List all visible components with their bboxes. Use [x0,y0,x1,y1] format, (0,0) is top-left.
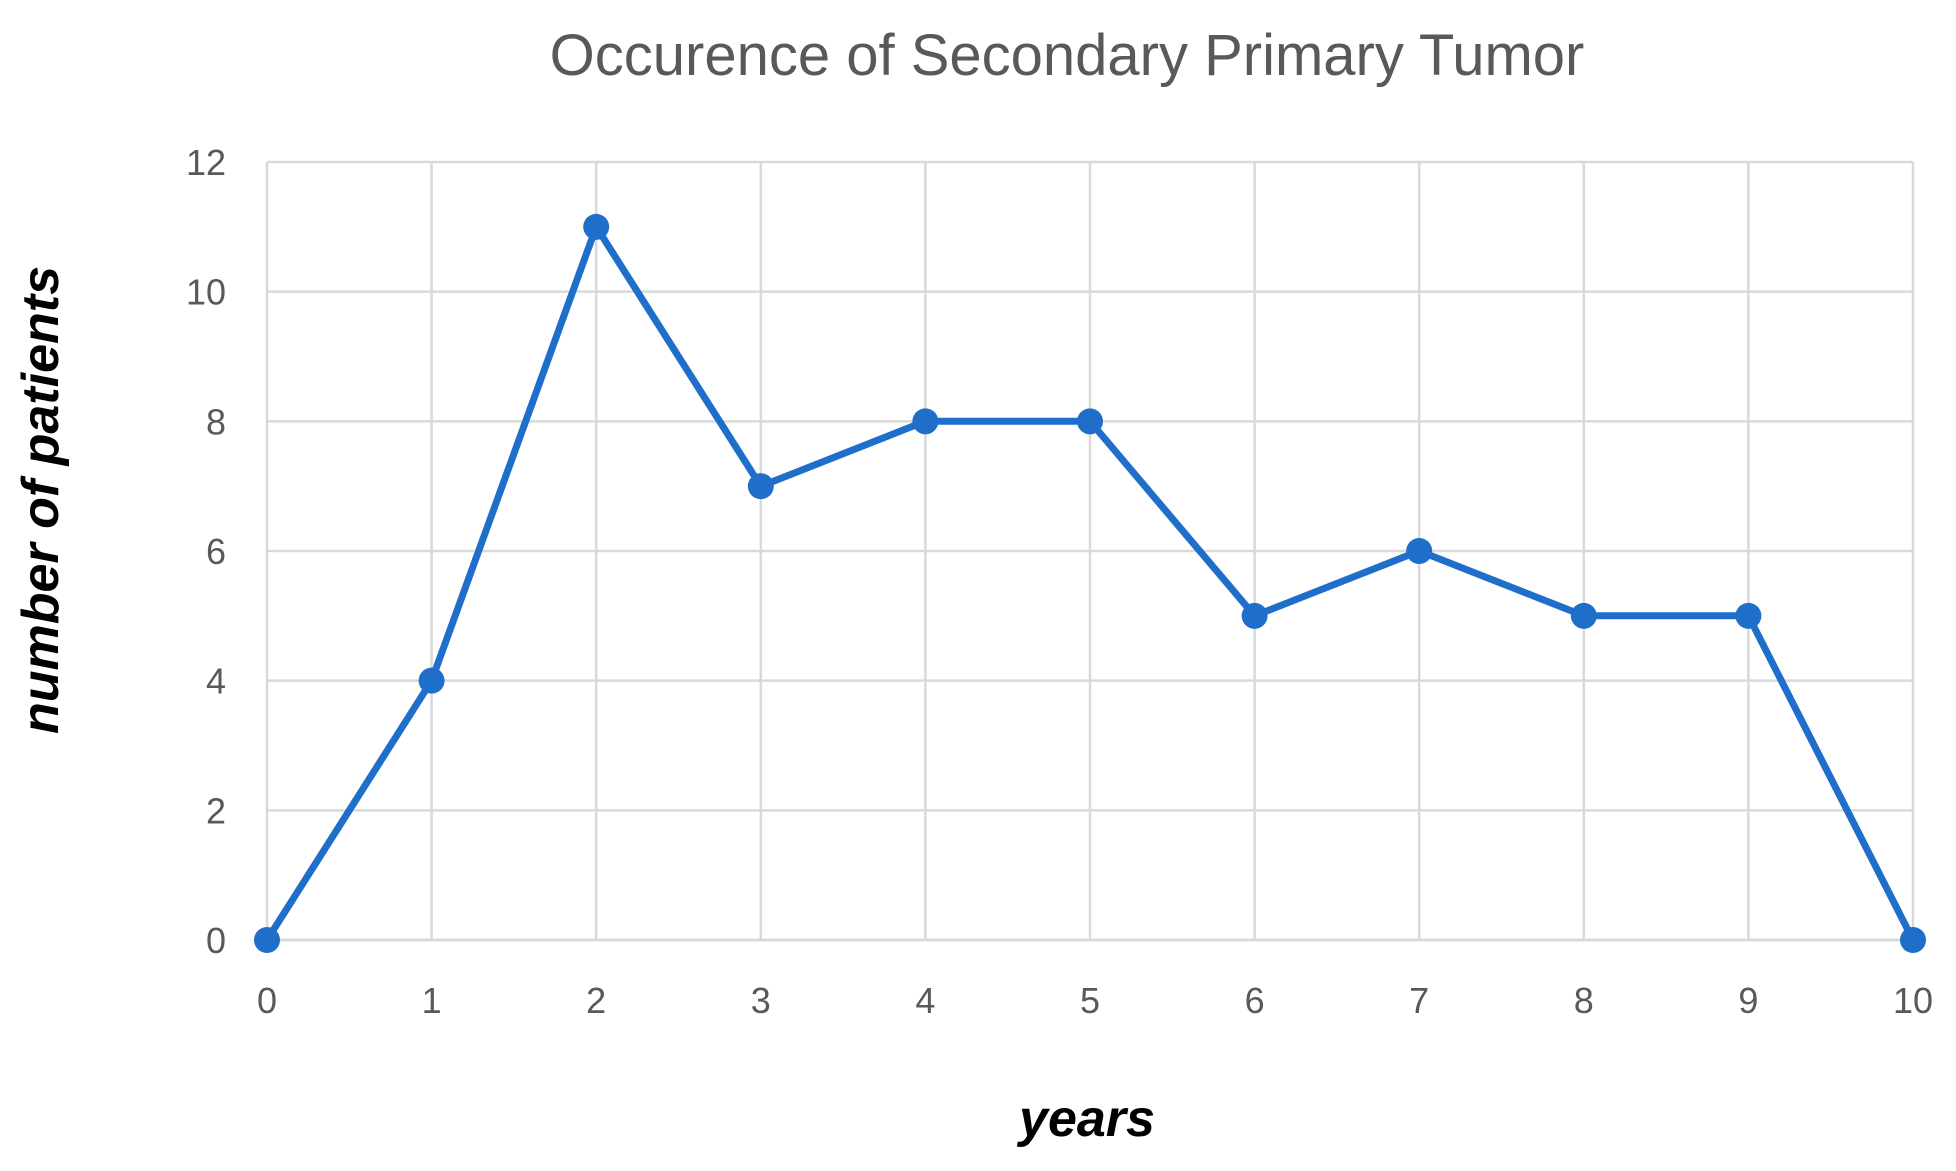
x-tick-label: 10 [1893,980,1933,1021]
data-point [912,408,939,435]
data-point [1077,408,1103,435]
data-point [254,927,280,953]
y-tick-label: 0 [206,920,226,961]
x-tick-label: 4 [915,980,935,1021]
data-point [1406,538,1433,564]
x-tick-label: 1 [422,980,442,1021]
chart-title: Occurence of Secondary Primary Tumor [550,23,1585,88]
x-tick-label: 2 [586,980,606,1021]
data-point [1570,602,1597,629]
data-points [254,213,1926,953]
vertical-gridlines [265,162,1915,940]
data-point [583,213,610,240]
y-tick-label: 10 [186,272,226,313]
x-tick-label: 9 [1738,980,1758,1021]
data-point [418,667,445,694]
data-point [1241,602,1268,629]
x-tick-label: 3 [751,980,771,1021]
x-tick-label: 0 [257,980,277,1021]
y-tick-label: 8 [206,401,226,442]
x-tick-label: 6 [1245,980,1265,1021]
y-tick-label: 12 [186,142,226,183]
y-axis-label: number of patients [12,266,70,734]
y-tick-label: 6 [206,531,226,572]
y-tick-label: 2 [206,790,226,831]
x-tick-label: 8 [1574,980,1594,1021]
x-axis-label: years [1016,1090,1155,1148]
data-point [1735,602,1762,629]
x-axis-ticks: 0 1 2 3 4 5 6 7 8 9 10 [257,980,1933,1021]
data-point [1900,927,1926,953]
data-point [747,473,774,500]
y-axis-ticks: 0 2 4 6 8 10 12 [186,142,226,961]
x-tick-label: 7 [1409,980,1429,1021]
y-tick-label: 4 [206,661,226,702]
x-tick-label: 5 [1080,980,1100,1021]
